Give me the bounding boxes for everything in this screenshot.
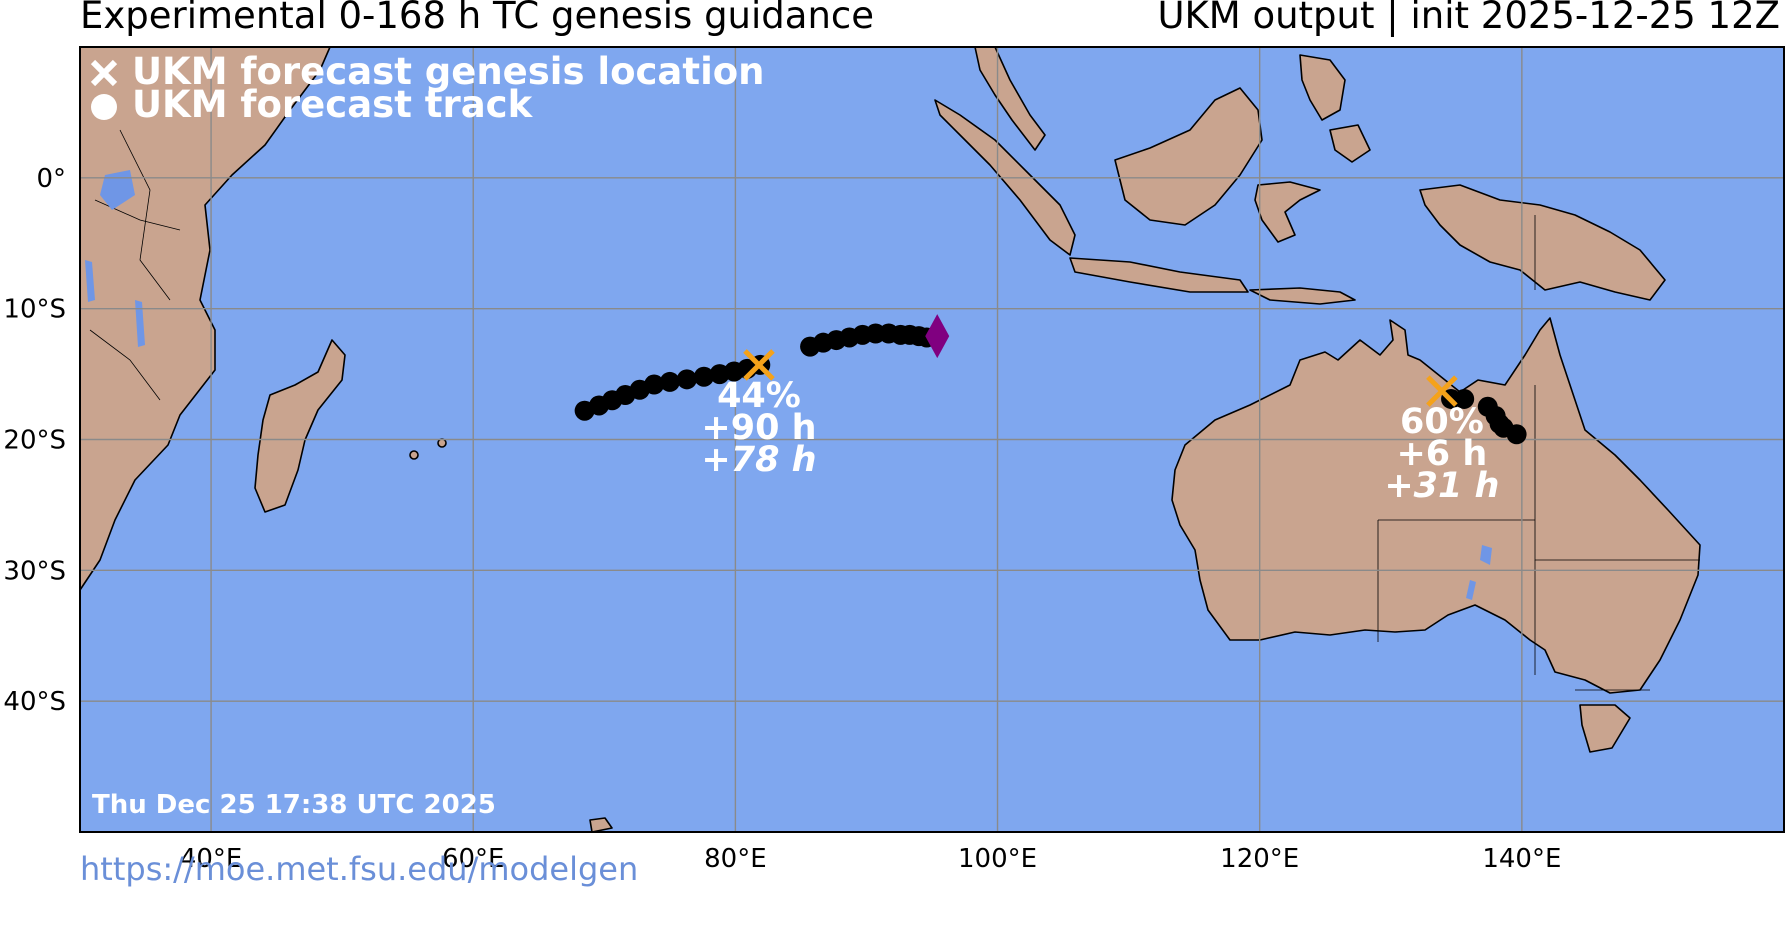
legend-genesis-label: UKM forecast genesis location bbox=[132, 50, 765, 93]
new-guinea bbox=[1419, 184, 1666, 301]
lake-tanganyika bbox=[85, 260, 95, 302]
lake-eyre bbox=[1480, 545, 1492, 565]
track-point bbox=[676, 369, 697, 390]
track-point bbox=[659, 371, 680, 392]
madagascar bbox=[254, 339, 346, 513]
forecast-tracks: 44%+90 h+78 h 60%+6 h+31 h bbox=[574, 314, 1527, 506]
genesis-duration: +78 h bbox=[701, 440, 816, 480]
sri-lanka-region-island bbox=[589, 817, 613, 832]
genesis-x-icon bbox=[1426, 375, 1458, 407]
mindanao bbox=[1329, 124, 1371, 163]
map-title: Experimental 0-168 h TC genesis guidance bbox=[80, 0, 875, 37]
longitude-tick-label: 40°E bbox=[180, 844, 243, 874]
longitude-labels: 40°E 60°E 80°E 100°E 120°E 140°E bbox=[180, 844, 1562, 874]
africa-border-3 bbox=[89, 329, 161, 401]
mauritius bbox=[437, 438, 447, 448]
timestamp: Thu Dec 25 17:38 UTC 2025 bbox=[92, 790, 496, 820]
genesis-x-stroke bbox=[1426, 375, 1458, 407]
track-dot-legend-icon bbox=[91, 94, 117, 120]
track-point bbox=[693, 366, 714, 387]
reunion bbox=[409, 450, 419, 460]
genesis-probability: 60% bbox=[1400, 402, 1484, 442]
latitude-tick-label: 30°S bbox=[3, 556, 66, 586]
australia bbox=[1171, 317, 1701, 694]
land-masses bbox=[80, 47, 1701, 832]
storm-1: 44%+90 h+78 h bbox=[574, 314, 950, 480]
model-init-info: UKM output | init 2025-12-25 12Z bbox=[1157, 0, 1780, 37]
legend: UKM forecast genesis location UKM foreca… bbox=[90, 50, 765, 126]
genesis-duration: +31 h bbox=[1384, 466, 1499, 506]
storm-2: 60%+6 h+31 h bbox=[1384, 375, 1527, 506]
latitude-tick-label: 20°S bbox=[3, 426, 66, 456]
track-end-diamond-icon bbox=[925, 314, 950, 359]
lakes bbox=[85, 170, 1492, 600]
longitude-tick-label: 140°E bbox=[1482, 844, 1561, 874]
border-lines bbox=[89, 129, 1700, 691]
track-point bbox=[1454, 388, 1475, 409]
java bbox=[1069, 257, 1249, 293]
lake-victoria bbox=[100, 170, 135, 210]
lesser-sundas bbox=[1249, 287, 1356, 305]
map-frame bbox=[79, 46, 1785, 833]
genesis-lead-time: +6 h bbox=[1396, 434, 1487, 474]
genesis-x-stroke bbox=[743, 349, 775, 381]
latitude-labels: 0° 10°S 20°S 30°S 40°S bbox=[3, 164, 66, 717]
genesis-probability: 44% bbox=[717, 376, 801, 416]
track-point bbox=[1506, 424, 1527, 445]
lake-torrens bbox=[1466, 580, 1476, 600]
genesis-x-icon bbox=[743, 349, 775, 381]
sulawesi bbox=[1254, 181, 1321, 243]
track-point bbox=[644, 374, 665, 395]
legend-track-label: UKM forecast track bbox=[132, 83, 534, 126]
africa-landmass bbox=[80, 47, 331, 591]
malay-peninsula bbox=[974, 47, 1046, 151]
tasmania bbox=[1579, 704, 1631, 753]
africa-border-1 bbox=[119, 129, 171, 301]
latitude-tick-label: 10°S bbox=[3, 295, 66, 325]
longitude-tick-label: 60°E bbox=[442, 844, 505, 874]
philippines bbox=[1299, 54, 1346, 121]
lake-malawi bbox=[135, 300, 145, 347]
genesis-x-legend-icon bbox=[90, 59, 118, 87]
latitude-tick-label: 40°S bbox=[3, 687, 66, 717]
latitude-tick-label: 0° bbox=[36, 164, 66, 194]
longitude-tick-label: 120°E bbox=[1220, 844, 1299, 874]
source-url-link[interactable]: https://moe.met.fsu.edu/modelgen bbox=[80, 850, 639, 888]
borneo bbox=[1114, 87, 1263, 226]
longitude-tick-label: 80°E bbox=[704, 844, 767, 874]
longitude-tick-label: 100°E bbox=[958, 844, 1037, 874]
genesis-lead-time: +90 h bbox=[701, 408, 816, 448]
graticule bbox=[80, 47, 1784, 832]
